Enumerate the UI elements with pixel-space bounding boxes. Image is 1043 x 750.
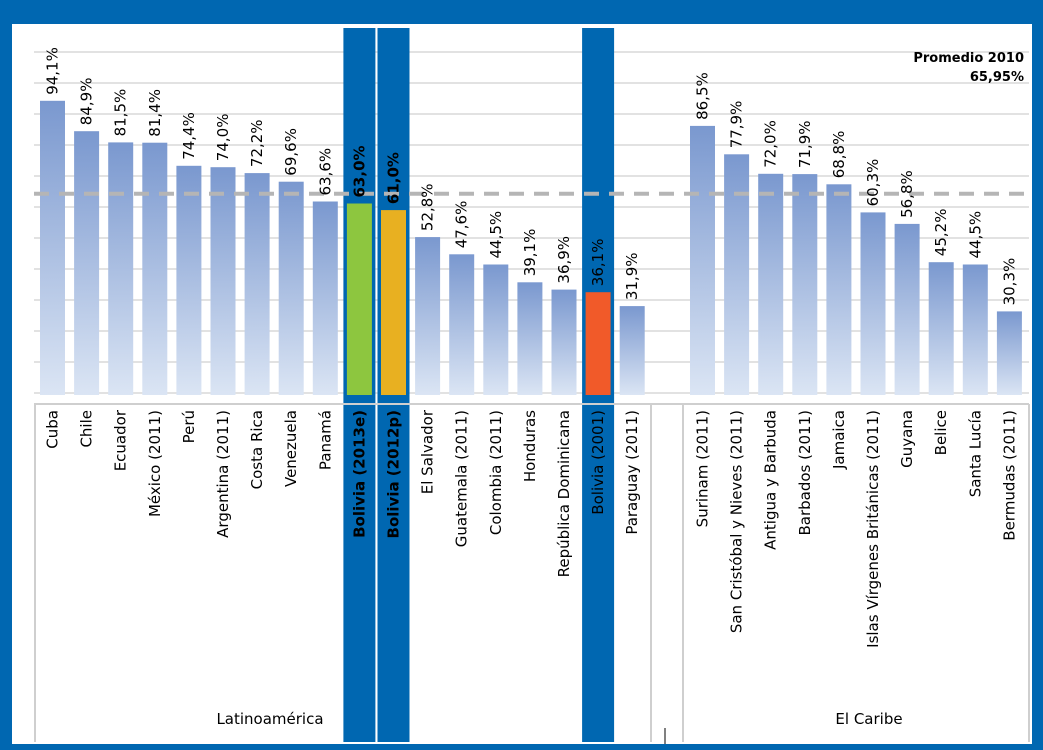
value-label: 72,2% (248, 119, 266, 167)
value-label: 63,0% (350, 145, 368, 197)
bar (724, 154, 750, 395)
category-label: Antigua y Barbuda (762, 410, 780, 550)
value-label: 56,8% (898, 170, 916, 218)
category-label: Paraguay (2011) (623, 410, 641, 535)
bar (826, 184, 852, 395)
category-label: Bermudas (2011) (1000, 410, 1018, 541)
value-label: 74,4% (180, 112, 198, 160)
value-label: 81,4% (146, 89, 164, 137)
group-label: El Caribe (835, 710, 902, 728)
value-label: 60,3% (864, 159, 882, 207)
category-labels: Cuba Chile Ecuador México (2011) Perú Argenti… (34, 403, 1030, 744)
value-label: 86,5% (694, 72, 712, 120)
category-label: Santa Lucía (966, 410, 984, 497)
bar (176, 165, 202, 395)
bar (894, 223, 920, 395)
category-label: Bolivia (2013e) (350, 410, 368, 538)
category-label: México (2011) (146, 410, 164, 517)
category-label: República Dominicana (555, 410, 573, 577)
bar (346, 203, 372, 395)
reference-value: 65,95% (970, 70, 1024, 85)
value-label: 63,6% (316, 148, 334, 196)
value-label: 36,1% (589, 239, 607, 287)
value-label: 30,3% (1000, 258, 1018, 306)
category-label: San Cristóbal y Nieves (2011) (728, 410, 746, 633)
bar (792, 174, 818, 395)
value-label: 52,8% (419, 183, 437, 231)
category-label: Ecuador (112, 409, 130, 471)
bar (996, 311, 1022, 395)
value-label: 45,2% (932, 209, 950, 257)
bar (415, 237, 441, 395)
category-label: Cuba (44, 410, 62, 449)
reference-line-group: Promedio 2010 65,95% (34, 51, 1029, 196)
value-label: 47,6% (453, 201, 471, 249)
value-label: 44,5% (966, 211, 984, 259)
category-label: Barbados (2011) (796, 410, 814, 536)
group-label: Latinoamérica (216, 710, 323, 728)
bar (758, 173, 784, 395)
category-label: Venezuela (282, 410, 300, 487)
bar (40, 100, 65, 396)
bar (517, 282, 543, 395)
value-label: 74,0% (214, 114, 232, 162)
bar (142, 142, 168, 395)
bar (860, 212, 886, 395)
bar (312, 201, 338, 395)
value-label: 68,8% (830, 131, 848, 179)
category-label: Bolivia (2012p) (385, 410, 403, 538)
category-label: Jamaica (830, 410, 848, 470)
bar (551, 289, 577, 395)
category-label: Colombia (2011) (487, 410, 505, 535)
bar (962, 264, 988, 395)
value-label: 72,0% (762, 120, 780, 168)
category-label: Chile (78, 410, 96, 448)
category-label: Islas Vírgenes Británicas (2011) (864, 410, 882, 648)
value-label: 81,5% (112, 89, 130, 137)
group-labels: Latinoamérica El Caribe (216, 710, 902, 728)
value-label: 61,0% (385, 152, 403, 204)
bar (210, 167, 236, 395)
category-label: El Salvador (419, 409, 437, 494)
value-label: 71,9% (796, 120, 814, 168)
bars (40, 100, 1022, 396)
value-label: 77,9% (728, 101, 746, 149)
bar (244, 173, 270, 395)
category-label: Surinam (2011) (694, 410, 712, 527)
bar (449, 254, 475, 395)
category-label: Argentina (2011) (214, 410, 232, 538)
value-label: 36,9% (555, 236, 573, 284)
bar (483, 264, 509, 395)
value-label: 39,1% (521, 229, 539, 277)
bar (585, 292, 611, 395)
category-label: Guyana (898, 410, 916, 468)
value-label: 94,1% (44, 47, 62, 95)
category-label: Belice (932, 410, 950, 455)
category-label: Bolivia (2001) (589, 410, 607, 515)
bar (108, 142, 134, 395)
bar (74, 131, 100, 395)
value-label: 69,6% (282, 128, 300, 176)
category-label: Guatemala (2011) (453, 410, 471, 547)
value-label: 44,5% (487, 211, 505, 259)
bar (928, 262, 954, 395)
value-labels: 94,1% 84,9% 81,5% 81,4% 74,4% 74,0% 72,2% 69,6%… (44, 47, 1019, 305)
bar (278, 181, 304, 395)
value-label: 31,9% (623, 252, 641, 300)
category-label: Perú (180, 410, 198, 443)
bar (381, 210, 406, 395)
category-label: Honduras (521, 410, 539, 482)
bar (690, 125, 715, 396)
category-label: Panamá (316, 410, 334, 470)
value-label: 84,9% (78, 78, 96, 126)
bar (619, 306, 645, 395)
reference-label: Promedio 2010 (913, 51, 1024, 66)
category-label: Costa Rica (248, 410, 266, 489)
